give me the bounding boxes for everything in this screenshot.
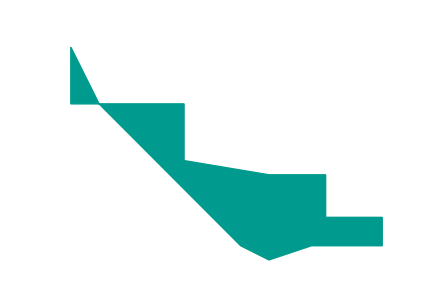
Polygon shape (71, 47, 382, 260)
